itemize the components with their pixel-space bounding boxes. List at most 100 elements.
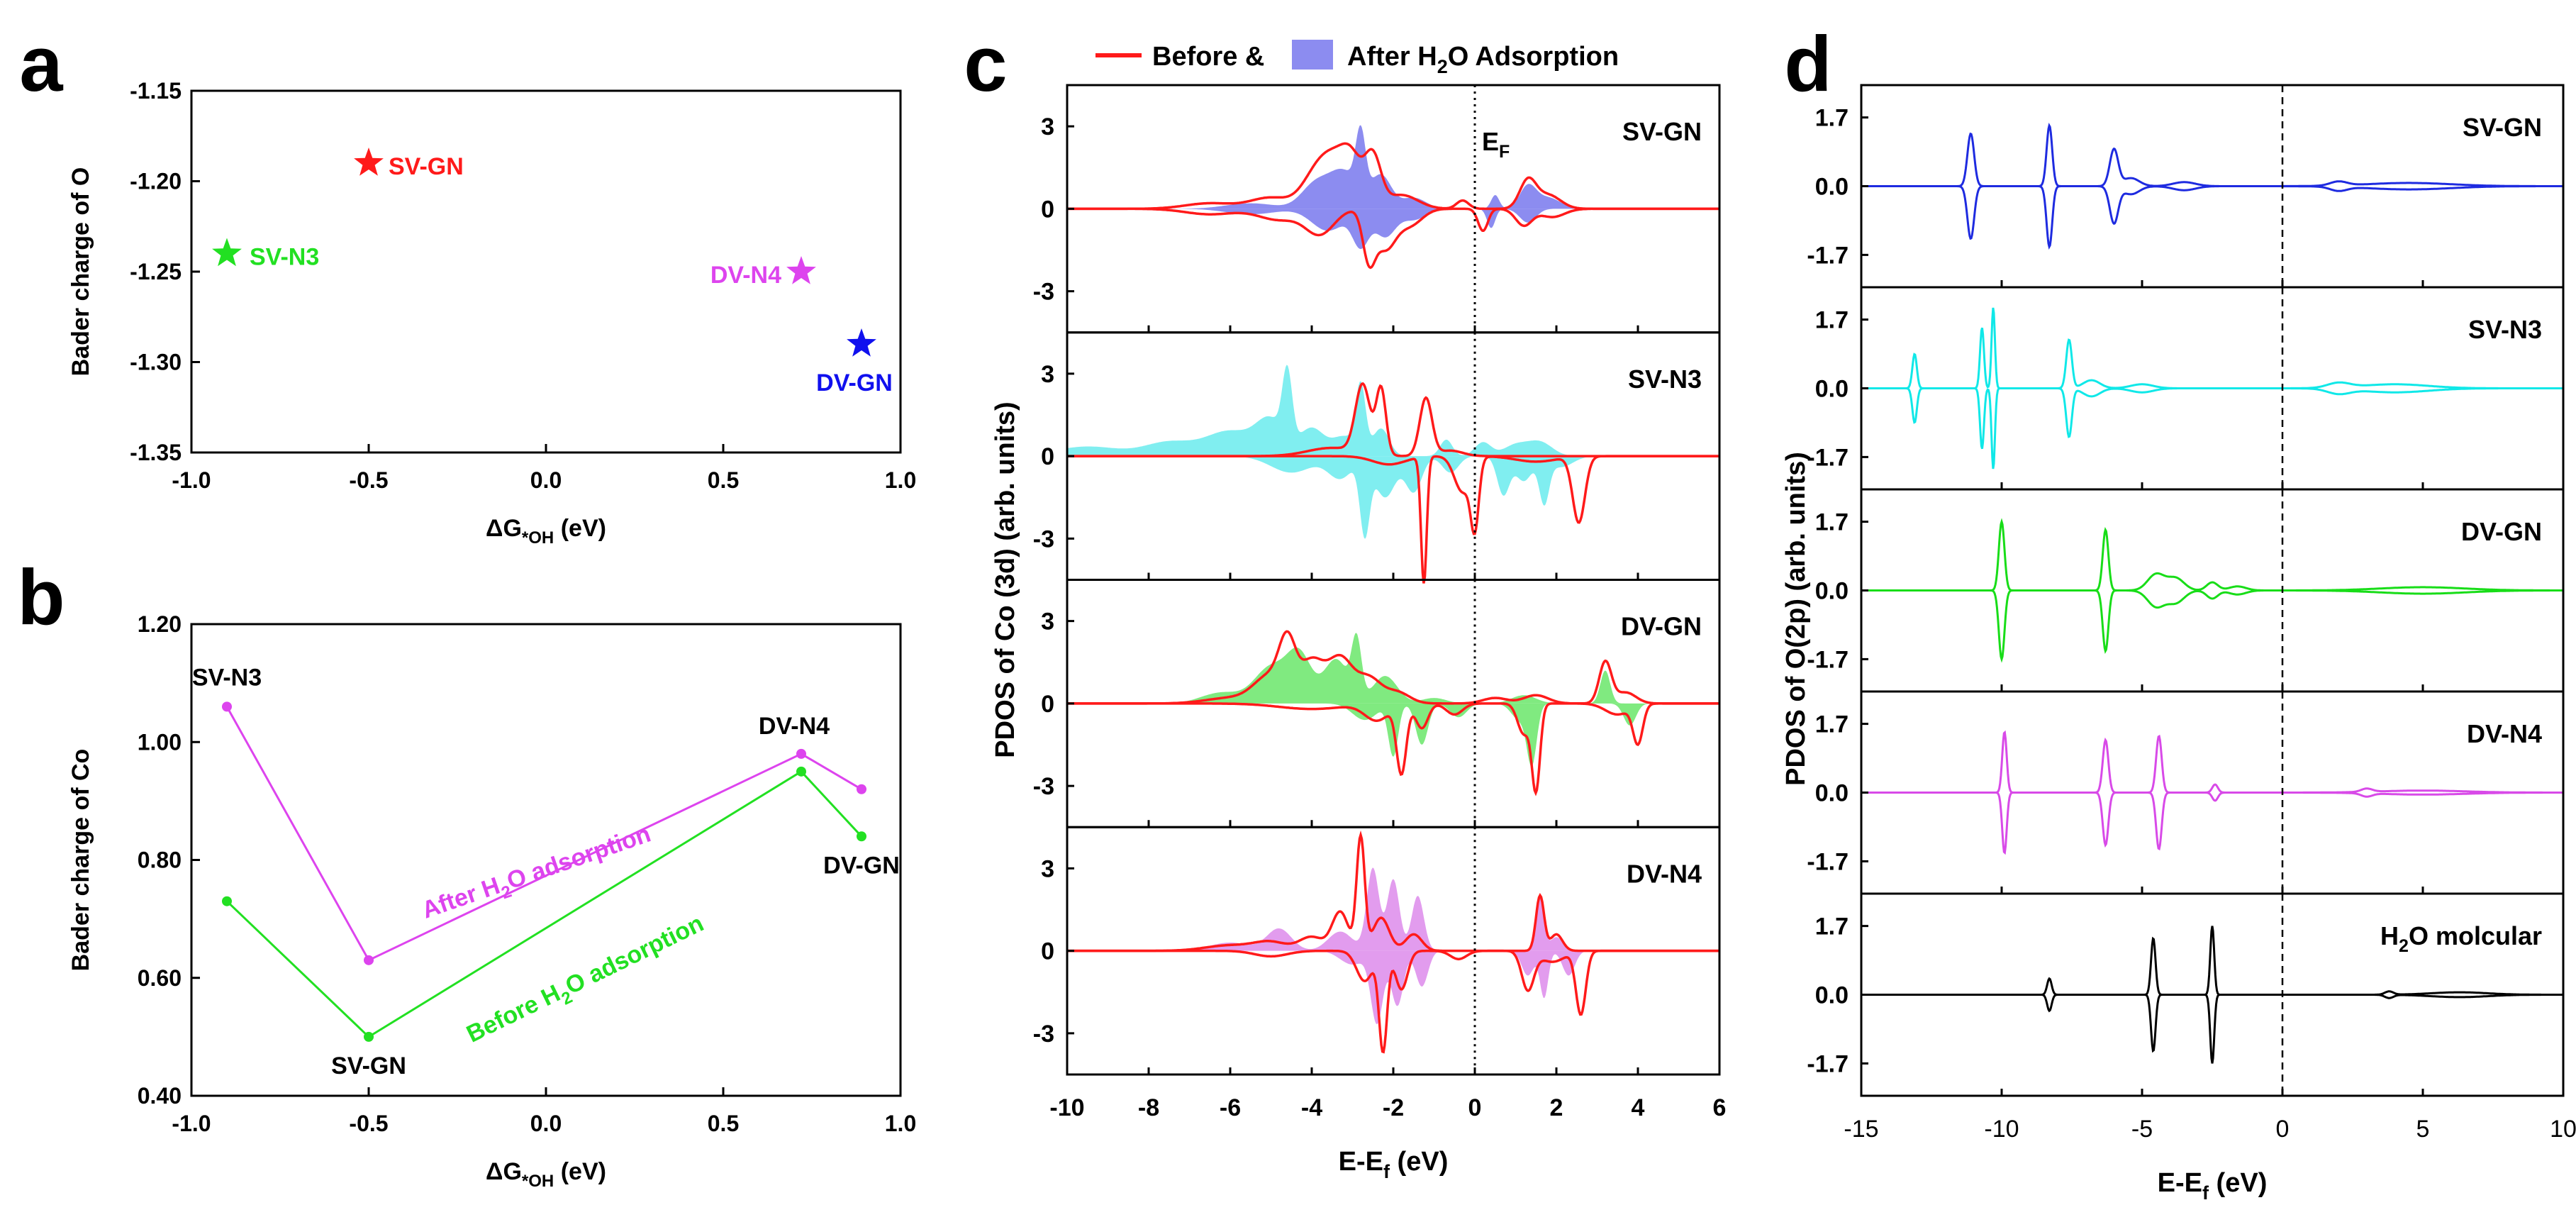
panel-d-ytick-label: -1.7 — [1807, 1050, 1849, 1077]
panel-c-after-fill-down — [1067, 456, 1719, 539]
panel-d-curve-down — [1861, 185, 2563, 250]
panel-a-xtick-label: 0.0 — [530, 467, 562, 493]
legend-after-swatch — [1292, 40, 1333, 70]
panel-c-ytick-label: -3 — [1033, 526, 1054, 552]
panel-b-point — [857, 831, 866, 842]
panel-b-series-label-after: After H2O adsorption — [418, 821, 656, 930]
panel-d-ytick-label: 0.0 — [1815, 578, 1849, 605]
panel-c-xtick-label: 4 — [1632, 1094, 1645, 1121]
panel-a-xtick-label: 1.0 — [885, 467, 916, 493]
panel-a-ylabel: Bader charge of O — [67, 167, 94, 377]
panel-d-curve-up — [1861, 307, 2563, 389]
panel-c-subpanel-name: SV-N3 — [1628, 365, 1702, 394]
panel-a-ytick-label: -1.25 — [130, 259, 182, 284]
panel-a-point-label: DV-N4 — [710, 262, 781, 289]
panel-c-after-fill-up — [1067, 867, 1719, 951]
panel-c-xtick-label: -6 — [1220, 1094, 1241, 1121]
panel-b-xtick-label: 0.5 — [708, 1111, 739, 1136]
panel-d-curve-down — [1861, 792, 2563, 855]
panel-c-before-down — [1067, 702, 1719, 796]
panel-a-ytick-label: -1.20 — [130, 169, 182, 194]
panel-d-subpanel-name: SV-N3 — [2468, 315, 2542, 344]
panel-c-subpanel-name: SV-GN — [1622, 117, 1702, 146]
panel-d-curve-down — [1861, 387, 2563, 470]
panel-c-ytick-label: 0 — [1041, 691, 1054, 718]
panel-d-curve-up — [1861, 730, 2563, 794]
panel-b-series-label-before: Before H2O adsorption — [462, 910, 710, 1053]
panel-b-point — [222, 701, 232, 712]
panel-b-ytick-label: 0.60 — [138, 965, 182, 991]
panel-d-ylabel: PDOS of O(2p) (arb. units) — [1781, 452, 1811, 786]
panel-c-xtick-label: -2 — [1383, 1094, 1404, 1121]
panel-a-point-label: DV-GN — [816, 370, 893, 396]
panel-b-series-line — [225, 770, 863, 1038]
panel-d-ytick-label: -1.7 — [1807, 242, 1849, 269]
panel-b-ytick-label: 1.20 — [138, 611, 182, 637]
panel-b-point-label: SV-GN — [331, 1053, 406, 1079]
panel-a-ytick-label: -1.30 — [130, 350, 182, 375]
panel-label-d: d — [1784, 21, 1831, 108]
panel-d-subpanel-name: SV-GN — [2463, 113, 2542, 142]
panel-c-ylabel: PDOS of Co (3d) (arb. units) — [991, 401, 1020, 757]
panel-b-point — [364, 1031, 374, 1042]
panel-c-ytick-label: 0 — [1041, 443, 1054, 470]
panel-a-point-label: SV-GN — [389, 153, 464, 180]
panel-b-point — [796, 766, 806, 777]
panel-c-after-fill-down — [1067, 950, 1719, 1025]
panel-c-xtick-label: -4 — [1301, 1094, 1322, 1121]
panel-d-ytick-label: 0.0 — [1815, 376, 1849, 403]
panel-label-c: c — [964, 21, 1007, 108]
panel-c-xtick-label: 2 — [1550, 1094, 1563, 1121]
panel-a-ytick-label: -1.35 — [130, 440, 182, 465]
panel-d-ytick-label: 1.7 — [1815, 914, 1849, 940]
panel-a-point-sv-n3 — [212, 238, 242, 267]
panel-c-xtick-label: -10 — [1049, 1094, 1084, 1121]
panel-b-point — [796, 748, 806, 759]
panel-c-xlabel: E-Ef (eV) — [1339, 1147, 1449, 1182]
panel-c-after-fill-up — [1067, 365, 1719, 457]
panel-a-ytick-label: -1.15 — [130, 78, 182, 104]
panel-b-ytick-label: 0.40 — [138, 1083, 182, 1109]
panel-d-xtick-label: -15 — [1844, 1116, 1878, 1143]
panel-d-curve-up — [1861, 123, 2563, 187]
panel-d-ytick-label: 1.7 — [1815, 105, 1849, 132]
legend-after-label: After H2O Adsorption — [1347, 42, 1619, 77]
panel-d-subpanel-name: H2O molcular — [2380, 921, 2542, 956]
panel-a-xtick-label: 0.5 — [708, 467, 739, 493]
panel-b-series-line — [225, 706, 862, 962]
panel-d-subpanel-name: DV-N4 — [2467, 719, 2542, 748]
panel-d-ytick-label: 1.7 — [1815, 711, 1849, 738]
panel-label-a: a — [19, 21, 63, 108]
panel-c-after-fill-up — [1067, 125, 1719, 209]
panel-d-xtick-label: 10 — [2550, 1116, 2576, 1143]
panel-a-xlabel: ΔG*OH (eV) — [486, 515, 606, 548]
panel-d-ytick-label: -1.7 — [1807, 444, 1849, 471]
panel-b-xtick-label: 1.0 — [885, 1111, 916, 1136]
panel-d-ytick-label: -1.7 — [1807, 646, 1849, 673]
panel-c-ytick-label: 3 — [1041, 855, 1054, 882]
panel-a-point-dv-gn — [847, 328, 876, 357]
panel-label-b: b — [17, 554, 65, 641]
panel-c-ytick-label: 3 — [1041, 113, 1054, 140]
panel-d-ytick-label: 0.0 — [1815, 780, 1849, 807]
panel-d-ytick-label: 1.7 — [1815, 509, 1849, 536]
panel-b-xtick-label: -0.5 — [349, 1111, 388, 1136]
panel-b-point — [222, 896, 232, 906]
panel-c-ytick-label: -3 — [1033, 1021, 1054, 1048]
panel-a-point-sv-gn — [354, 148, 384, 176]
panel-d-curve-up — [1861, 518, 2563, 592]
panel-b-point-label: DV-GN — [823, 852, 900, 879]
panel-b-point — [364, 955, 374, 965]
panel-d-xtick-label: 0 — [2276, 1116, 2290, 1143]
panel-a-xtick-label: -1.0 — [172, 467, 211, 493]
panel-b-point — [857, 784, 866, 794]
panel-a-point-dv-n4 — [786, 256, 816, 284]
panel-b-ylabel: Bader charge of Co — [67, 749, 94, 972]
panel-b-point-label: SV-N3 — [192, 664, 262, 691]
panel-d-subpanel-name: DV-GN — [2461, 517, 2542, 546]
panel-d-xtick-label: -10 — [1984, 1116, 2019, 1143]
panel-b-ytick-label: 1.00 — [138, 729, 182, 755]
panel-c-ytick-label: 0 — [1041, 938, 1054, 965]
panel-c-xtick-label: -8 — [1138, 1094, 1159, 1121]
